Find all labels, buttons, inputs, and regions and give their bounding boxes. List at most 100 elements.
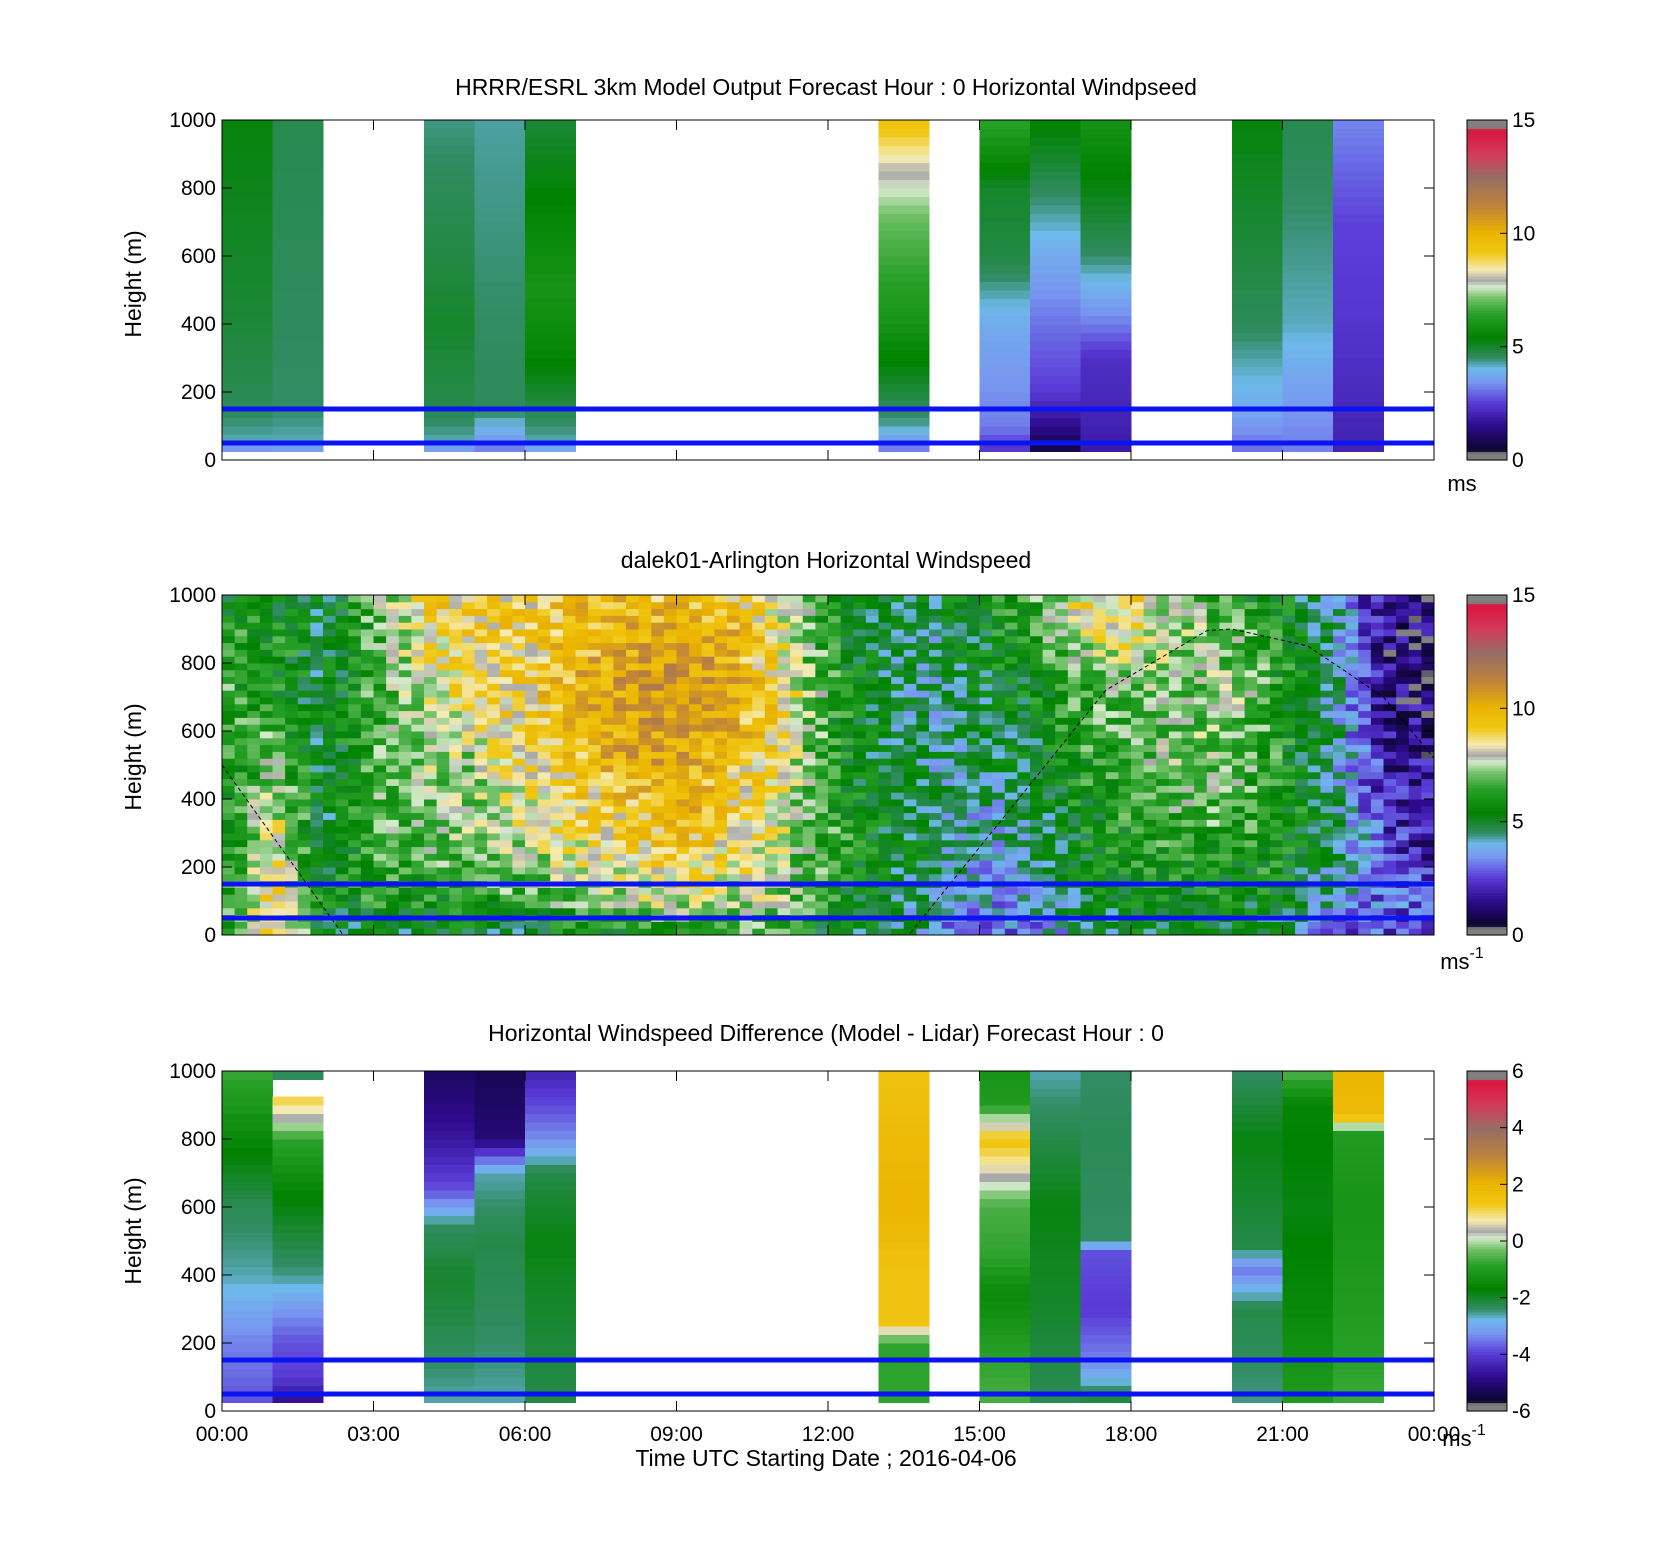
- heatmap-cell: [916, 833, 930, 841]
- heatmap-cell: [1030, 887, 1044, 895]
- heatmap-cell: [966, 785, 980, 793]
- heatmap-cell: [966, 744, 980, 752]
- heatmap-cell: [790, 771, 804, 780]
- heatmap-cell: [954, 860, 968, 868]
- heatmap-cell: [323, 608, 337, 616]
- heatmap-cell: [701, 846, 715, 854]
- heatmap-cell: [588, 765, 602, 773]
- heatmap-cell: [1030, 264, 1081, 274]
- heatmap-cell: [310, 860, 324, 868]
- heatmap-cell: [828, 615, 842, 623]
- heatmap-cell: [613, 846, 627, 854]
- heatmap-cell: [1118, 635, 1132, 644]
- heatmap-cell: [259, 758, 273, 766]
- heatmap-cell: [903, 717, 917, 725]
- heatmap-cell: [588, 778, 602, 786]
- heatmap-cell: [1030, 417, 1081, 427]
- heatmap-cell: [335, 710, 349, 718]
- heatmap-cell: [638, 921, 652, 929]
- heatmap-cell: [1105, 894, 1119, 902]
- heatmap-cell: [562, 595, 576, 603]
- heatmap-cell: [436, 608, 450, 616]
- heatmap-cell: [310, 887, 324, 895]
- heatmap-cell: [386, 608, 400, 616]
- colorbar-segment: [1467, 352, 1507, 356]
- heatmap-cell: [815, 629, 829, 637]
- heatmap-cell: [487, 717, 501, 725]
- heatmap-cell: [777, 826, 791, 834]
- heatmap-cell: [487, 785, 501, 793]
- heatmap-cell: [398, 778, 412, 786]
- heatmap-cell: [1017, 771, 1031, 780]
- heatmap-cell: [941, 724, 955, 732]
- heatmap-cell: [1219, 615, 1233, 623]
- heatmap-cell: [1295, 731, 1309, 739]
- heatmap-cell: [613, 751, 627, 759]
- heatmap-cell: [714, 703, 728, 712]
- heatmap-cell: [1093, 839, 1107, 848]
- heatmap-cell: [600, 690, 614, 698]
- heatmap-cell: [903, 676, 917, 684]
- heatmap-cell: [1093, 731, 1107, 739]
- heatmap-cell: [954, 785, 968, 793]
- heatmap-cell: [1181, 663, 1195, 671]
- heatmap-cell: [1194, 812, 1208, 820]
- heatmap-cell: [588, 683, 602, 691]
- heatmap-cell: [562, 894, 576, 902]
- heatmap-cell: [1168, 833, 1182, 841]
- heatmap-cell: [916, 785, 930, 793]
- heatmap-cell: [1269, 839, 1283, 848]
- heatmap-cell: [1232, 663, 1246, 671]
- heatmap-cell: [853, 717, 867, 725]
- heatmap-cell: [828, 921, 842, 929]
- heatmap-cell: [739, 703, 753, 712]
- heatmap-cell: [916, 758, 930, 766]
- heatmap-cell: [638, 792, 652, 800]
- heatmap-cell: [815, 731, 829, 739]
- heatmap-cell: [512, 928, 526, 935]
- heatmap-cell: [1118, 656, 1132, 664]
- heatmap-cell: [840, 901, 854, 909]
- heatmap-cell: [449, 669, 463, 678]
- heatmap-cell: [436, 642, 450, 650]
- heatmap-cell: [234, 697, 248, 705]
- heatmap-cell: [562, 629, 576, 637]
- heatmap-cell: [588, 703, 602, 712]
- heatmap-cell: [1282, 839, 1296, 848]
- heatmap-cell: [663, 663, 677, 671]
- heatmap-cell: [398, 901, 412, 909]
- heatmap-cell: [1080, 812, 1094, 820]
- heatmap-cell: [840, 812, 854, 820]
- heatmap-cell: [222, 205, 273, 214]
- heatmap-cell: [259, 819, 273, 827]
- heatmap-cell: [853, 595, 867, 603]
- heatmap-cell: [865, 649, 879, 657]
- heatmap-cell: [727, 595, 741, 603]
- heatmap-cell: [1257, 799, 1271, 807]
- heatmap-cell: [222, 162, 273, 172]
- heatmap-cell: [840, 690, 854, 698]
- heatmap-cell: [979, 819, 993, 827]
- heatmap-cell: [916, 826, 930, 834]
- heatmap-cell: [600, 601, 614, 610]
- heatmap-cell: [259, 928, 273, 935]
- heatmap-cell: [979, 833, 993, 841]
- heatmap-cell: [701, 907, 715, 916]
- heatmap-cell: [1004, 737, 1018, 746]
- heatmap-cell: [1131, 697, 1145, 705]
- heatmap-cell: [1030, 697, 1044, 705]
- heatmap-cell: [1219, 710, 1233, 718]
- heatmap-cell: [550, 703, 564, 712]
- heatmap-cell: [701, 765, 715, 773]
- heatmap-cell: [600, 805, 614, 814]
- heatmap-cell: [234, 703, 248, 712]
- heatmap-cell: [651, 799, 665, 807]
- heatmap-cell: [1219, 765, 1233, 773]
- heatmap-cell: [903, 819, 917, 827]
- heatmap-cell: [853, 928, 867, 935]
- heatmap-cell: [1269, 805, 1283, 814]
- heatmap-cell: [1156, 595, 1170, 603]
- heatmap-cell: [954, 799, 968, 807]
- heatmap-cell: [1282, 649, 1296, 657]
- heatmap-cell: [436, 853, 450, 861]
